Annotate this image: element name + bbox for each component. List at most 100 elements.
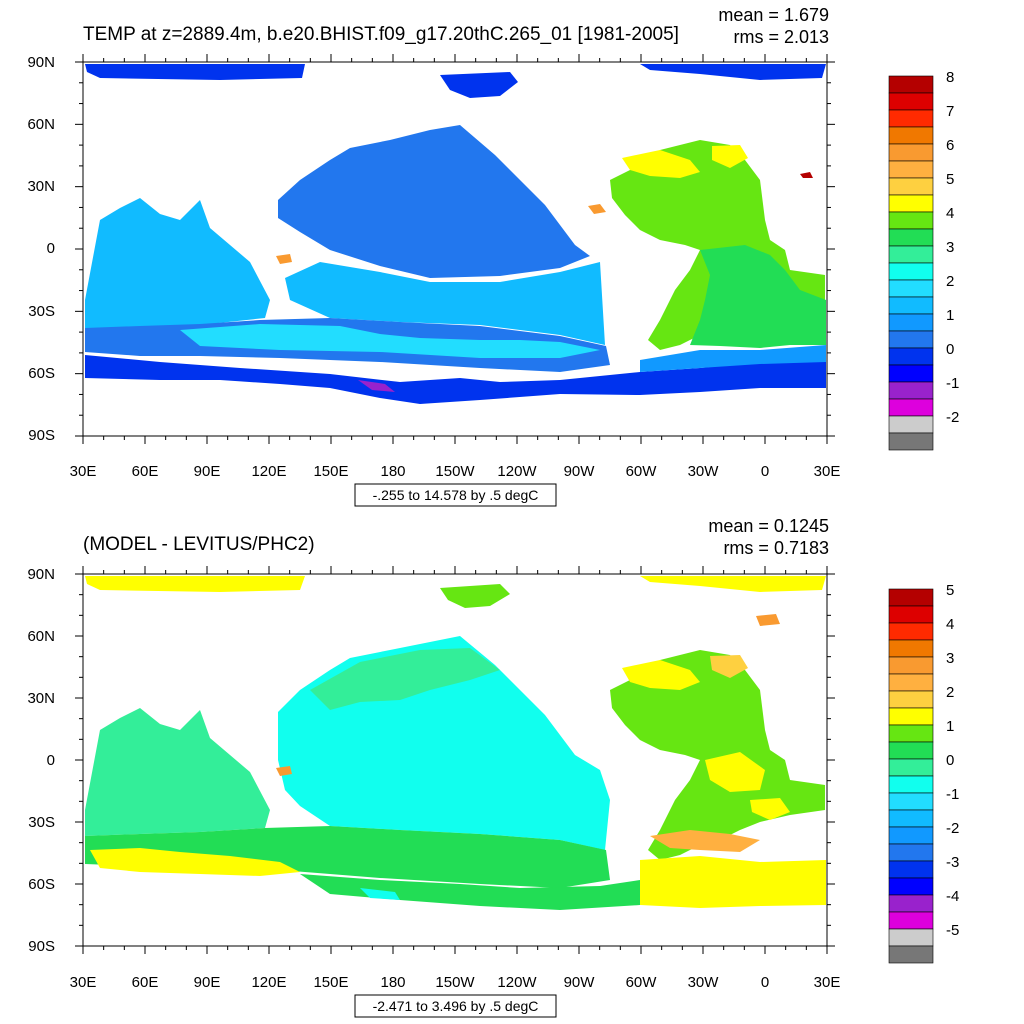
colorbar-swatch bbox=[888, 707, 934, 726]
region-south-pacific bbox=[285, 262, 605, 345]
colorbar-label: 1 bbox=[946, 307, 954, 324]
colorbar-swatch bbox=[888, 398, 934, 417]
y-tick-label: 30N bbox=[27, 690, 55, 707]
colorbar-label: 2 bbox=[946, 684, 954, 701]
axis-ticks bbox=[75, 566, 835, 954]
colorbar-swatch bbox=[888, 211, 934, 230]
colorbar-swatch bbox=[888, 347, 934, 366]
region-antarctic-shelf bbox=[360, 888, 400, 900]
y-tick-label: 60S bbox=[28, 365, 55, 382]
x-tick-label: 150E bbox=[313, 463, 348, 480]
x-tick-labels: 30E 60E 90E 120E 150E 180 150W 120W 90W … bbox=[70, 974, 841, 991]
x-tick-label: 90W bbox=[564, 974, 596, 991]
colorbar-swatch bbox=[888, 279, 934, 298]
x-tick-labels: 30E 60E 90E 120E 150E 180 150W 120W 90W … bbox=[70, 463, 841, 480]
colorbar-swatch bbox=[888, 92, 934, 111]
region-north-atlantic-warm-2 bbox=[712, 145, 748, 168]
colorbar-swatch bbox=[888, 160, 934, 179]
y-tick-label: 90N bbox=[27, 54, 55, 71]
colorbar-labels: 5 4 3 2 1 0 -1 -2 -3 -4 -5 bbox=[946, 582, 959, 939]
x-tick-label: 30E bbox=[70, 974, 97, 991]
region-south-atlantic bbox=[690, 245, 826, 348]
x-tick-label: 30E bbox=[70, 463, 97, 480]
y-tick-label: 60S bbox=[28, 876, 55, 893]
x-tick-label: 90E bbox=[194, 974, 221, 991]
colorbar-swatch bbox=[888, 656, 934, 675]
colorbar-label: 4 bbox=[946, 205, 954, 222]
colorbar-label: 5 bbox=[946, 171, 954, 188]
colorbar-swatch bbox=[888, 690, 934, 709]
y-tick-label: 0 bbox=[47, 752, 55, 769]
y-tick-label: 30S bbox=[28, 303, 55, 320]
x-tick-label: 120W bbox=[497, 463, 537, 480]
region-arctic bbox=[85, 576, 826, 592]
region-antarctic-margin bbox=[300, 874, 640, 910]
y-tick-labels: 90N 60N 30N 0 30S 60S 90S bbox=[27, 566, 55, 955]
colorbar-swatch bbox=[888, 877, 934, 896]
colorbar-swatch bbox=[888, 622, 934, 641]
y-tick-label: 90N bbox=[27, 566, 55, 583]
colorbar-swatch bbox=[888, 177, 934, 196]
x-tick-label: 60W bbox=[626, 463, 658, 480]
map-fields bbox=[85, 576, 826, 910]
colorbar-swatch bbox=[888, 673, 934, 692]
colorbar-label: -2 bbox=[946, 409, 959, 426]
colorbar-label: 6 bbox=[946, 137, 954, 154]
region-southern-ocean bbox=[85, 826, 610, 888]
region-atlantic-warm-patch bbox=[705, 752, 765, 792]
region-north-atlantic-warm bbox=[622, 150, 700, 178]
region-south-atlantic bbox=[640, 856, 826, 908]
colorbar-swatch bbox=[888, 194, 934, 213]
map-fields bbox=[85, 64, 826, 404]
y-tick-label: 60N bbox=[27, 116, 55, 133]
colorbar-swatch bbox=[888, 432, 934, 451]
colorbar-swatch bbox=[888, 928, 934, 947]
region-labrador bbox=[622, 660, 700, 690]
colorbar-label: -2 bbox=[946, 820, 959, 837]
colorbar-swatch bbox=[888, 741, 934, 760]
panel-temperature: TEMP at z=2889.4m, b.e20.BHIST.f09_g17.2… bbox=[27, 5, 959, 507]
colorbar-swatch bbox=[888, 262, 934, 281]
region-labrador-warm bbox=[710, 655, 748, 678]
region-north-pacific-band bbox=[310, 648, 500, 710]
region-indian-ocean bbox=[85, 198, 270, 330]
colorbar-label: -4 bbox=[946, 888, 959, 905]
colorbar-label: 5 bbox=[946, 582, 954, 599]
y-tick-labels: 90N 60N 30N 0 30S 60S 90S bbox=[27, 54, 55, 444]
region-southern-hatch bbox=[640, 345, 826, 372]
colorbar-label: 3 bbox=[946, 239, 954, 256]
colorbar-swatch bbox=[888, 945, 934, 964]
colorbar-swatch bbox=[888, 894, 934, 913]
colorbar-swatch bbox=[888, 381, 934, 400]
y-tick-label: 90S bbox=[28, 938, 55, 955]
y-tick-label: 90S bbox=[28, 427, 55, 444]
colorbar-swatch bbox=[888, 843, 934, 862]
colorbar-swatch bbox=[888, 143, 934, 162]
colorbar bbox=[888, 75, 934, 451]
colorbar-swatch bbox=[888, 911, 934, 930]
colorbar-swatch bbox=[888, 639, 934, 658]
colorbar-label: -5 bbox=[946, 922, 959, 939]
region-indian-ocean bbox=[85, 708, 270, 836]
range-label-box bbox=[354, 994, 557, 1018]
region-southern-ocean-2 bbox=[180, 324, 600, 358]
panel-title: (MODEL - LEVITUS/PHC2) bbox=[83, 534, 315, 555]
panel-difference: (MODEL - LEVITUS/PHC2) mean = 0.1245 rms… bbox=[27, 516, 959, 1018]
colorbar-swatch bbox=[888, 313, 934, 332]
mean-label: mean = 1.679 bbox=[718, 5, 829, 25]
colorbar-swatch bbox=[888, 724, 934, 743]
x-tick-label: 0 bbox=[761, 974, 769, 991]
mean-label: mean = 0.1245 bbox=[708, 516, 829, 536]
rms-label: rms = 2.013 bbox=[733, 27, 829, 47]
panel-title: TEMP at z=2889.4m, b.e20.BHIST.f09_g17.2… bbox=[83, 24, 679, 45]
colorbar-label: 7 bbox=[946, 103, 954, 120]
colorbar-label: 3 bbox=[946, 650, 954, 667]
x-tick-label: 90E bbox=[194, 463, 221, 480]
range-label-box bbox=[354, 483, 557, 507]
colorbar-label: 4 bbox=[946, 616, 954, 633]
x-tick-label: 90W bbox=[564, 463, 596, 480]
x-tick-label: 60E bbox=[132, 974, 159, 991]
x-tick-label: 120E bbox=[251, 974, 286, 991]
colorbar bbox=[888, 588, 934, 964]
